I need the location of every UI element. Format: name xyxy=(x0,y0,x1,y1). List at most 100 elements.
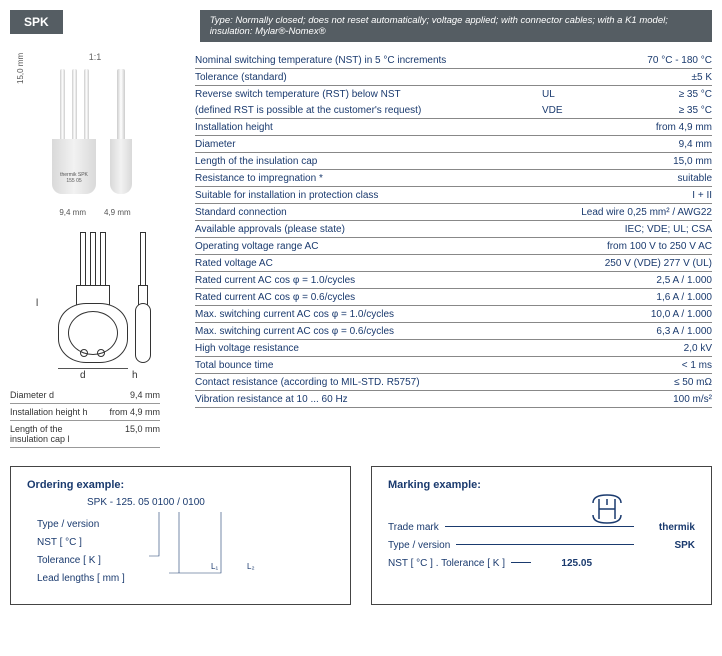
spec-row: Length of the insulation cap15,0 mm xyxy=(195,153,712,170)
lead-wire xyxy=(72,69,77,144)
spec-value: 100 m/s² xyxy=(592,394,712,405)
main-content: 1:1 15,0 mm thermik SPK 155 05 9,4 mm 4,… xyxy=(10,52,712,448)
dimension-table: Diameter d 9,4 mm Installation height h … xyxy=(10,387,160,448)
spec-value: 250 V (VDE) 277 V (UL) xyxy=(592,258,712,269)
spec-label: Contact resistance (according to MIL-STD… xyxy=(195,377,592,388)
spec-value: 2,5 A / 1.000 xyxy=(592,275,712,286)
drawing-label-l: l xyxy=(36,298,38,309)
spec-label: Tolerance (standard) xyxy=(195,72,592,83)
spec-label: Resistance to impregnation * xyxy=(195,173,592,184)
dim-value: 9,4 mm xyxy=(130,390,160,400)
spec-row: Total bounce time< 1 ms xyxy=(195,357,712,374)
trademark-icon xyxy=(587,491,627,527)
product-badge: SPK xyxy=(10,10,63,34)
drawing-dimension-line xyxy=(58,368,128,369)
spec-value: Lead wire 0,25 mm² / AWG22 xyxy=(581,207,712,218)
marking-row: Type / version SPK xyxy=(388,537,695,555)
lead-wire-side xyxy=(117,69,125,144)
lead-wire xyxy=(84,69,89,144)
spec-value: from 4,9 mm xyxy=(592,122,712,133)
marking-key: Trade mark xyxy=(388,519,439,537)
spec-row: Rated current AC cos φ = 0.6/cycles1,6 A… xyxy=(195,289,712,306)
spec-label: Available approvals (please state) xyxy=(195,224,592,235)
spec-row: Rated current AC cos φ = 1.0/cycles2,5 A… xyxy=(195,272,712,289)
marking-row: Trade mark thermik xyxy=(388,519,695,537)
spec-label: Installation height xyxy=(195,122,592,133)
insulation-cap-front xyxy=(52,139,96,194)
spec-label: Total bounce time xyxy=(195,360,592,371)
spec-row: Vibration resistance at 10 ... 60 Hz100 … xyxy=(195,391,712,408)
marking-legend: Trade mark thermik Type / version SPK NS… xyxy=(388,519,695,573)
drawing-circle xyxy=(68,311,118,355)
drawing-lead xyxy=(90,232,96,287)
left-column: 1:1 15,0 mm thermik SPK 155 05 9,4 mm 4,… xyxy=(10,52,180,448)
drawing-label-d: d xyxy=(80,370,86,381)
insulation-cap-side xyxy=(110,139,132,194)
spec-value: 6,3 A / 1.000 xyxy=(592,326,712,337)
spec-value: ≥ 35 °C xyxy=(592,89,712,100)
dim-width: 9,4 mm xyxy=(59,208,86,217)
spec-label: Rated current AC cos φ = 0.6/cycles xyxy=(195,292,592,303)
spec-row: (defined RST is possible at the customer… xyxy=(195,102,712,119)
spec-mid: UL xyxy=(542,89,592,100)
spec-value: 70 °C - 180 °C xyxy=(592,55,712,66)
cap-marking: thermik SPK 155 05 xyxy=(56,173,92,184)
spec-label: Rated voltage AC xyxy=(195,258,592,269)
drawing-label-h: h xyxy=(132,370,138,381)
spec-value: 9,4 mm xyxy=(592,139,712,150)
scale-label: 1:1 xyxy=(10,52,180,62)
drawing-lead xyxy=(100,232,106,287)
product-photo: 15,0 mm thermik SPK 155 05 xyxy=(10,64,180,204)
spec-row: Reverse switch temperature (RST) below N… xyxy=(195,86,712,102)
spec-row: Max. switching current AC cos φ = 1.0/cy… xyxy=(195,306,712,323)
connector-line xyxy=(511,562,531,563)
dim-label: Length of the insulation cap l xyxy=(10,424,100,444)
spec-row: Standard connectionLead wire 0,25 mm² / … xyxy=(195,204,712,221)
marking-key: NST [ °C ] . Tolerance [ K ] xyxy=(388,555,505,573)
spec-row: Installation heightfrom 4,9 mm xyxy=(195,119,712,136)
spec-value: 2,0 kV xyxy=(592,343,712,354)
header-row: SPK Type: Normally closed; does not rese… xyxy=(10,10,712,42)
dim-label: Diameter d xyxy=(10,390,54,400)
connector-line xyxy=(445,526,634,527)
spec-value: from 100 V to 250 V AC xyxy=(592,241,712,252)
spec-row: Contact resistance (according to MIL-STD… xyxy=(195,374,712,391)
l1-label: L₁ xyxy=(211,562,218,571)
spec-label: Operating voltage range AC xyxy=(195,241,592,252)
spec-value: ≥ 35 °C xyxy=(592,105,712,116)
ordering-connector-diagram xyxy=(141,512,311,592)
spec-row: Nominal switching temperature (NST) in 5… xyxy=(195,52,712,69)
dim-label: Installation height h xyxy=(10,407,88,417)
dim-value: 15,0 mm xyxy=(125,424,160,444)
spec-label: Nominal switching temperature (NST) in 5… xyxy=(195,55,592,66)
drawing-side-lead xyxy=(140,232,146,287)
ordering-example-box: Ordering example: SPK - 125. 05 0100 / 0… xyxy=(10,466,351,605)
marking-value: SPK xyxy=(640,537,695,555)
table-row: Diameter d 9,4 mm xyxy=(10,387,160,404)
drawing-lead xyxy=(80,232,86,287)
spec-value: I + II xyxy=(592,190,712,201)
drawing-contact xyxy=(97,349,105,357)
spec-row: Tolerance (standard)±5 K xyxy=(195,69,712,86)
spec-value: IEC; VDE; UL; CSA xyxy=(592,224,712,235)
spec-row: High voltage resistance2,0 kV xyxy=(195,340,712,357)
dim-depth: 4,9 mm xyxy=(104,208,131,217)
spec-value: < 1 ms xyxy=(592,360,712,371)
spec-value: ±5 K xyxy=(592,72,712,83)
spec-value: 10,0 A / 1.000 xyxy=(592,309,712,320)
l2-label: L₂ xyxy=(247,562,255,571)
spec-value: suitable xyxy=(592,173,712,184)
spec-mid: VDE xyxy=(542,105,592,116)
ordering-title: Ordering example: xyxy=(27,479,334,491)
drawing-side-body xyxy=(135,303,151,363)
spec-row: Suitable for installation in protection … xyxy=(195,187,712,204)
dim-height: 15,0 mm xyxy=(16,53,25,84)
spec-label: Reverse switch temperature (RST) below N… xyxy=(195,89,542,100)
marking-example-box: Marking example: Trade mark thermik Type… xyxy=(371,466,712,605)
spec-row: Available approvals (please state)IEC; V… xyxy=(195,221,712,238)
ordering-code: SPK - 125. 05 0100 / 0100 xyxy=(87,497,334,508)
marking-value: thermik xyxy=(640,519,695,537)
datasheet-page: SPK Type: Normally closed; does not rese… xyxy=(0,0,722,615)
spec-value: 1,6 A / 1.000 xyxy=(592,292,712,303)
marking-key: Type / version xyxy=(388,537,450,555)
